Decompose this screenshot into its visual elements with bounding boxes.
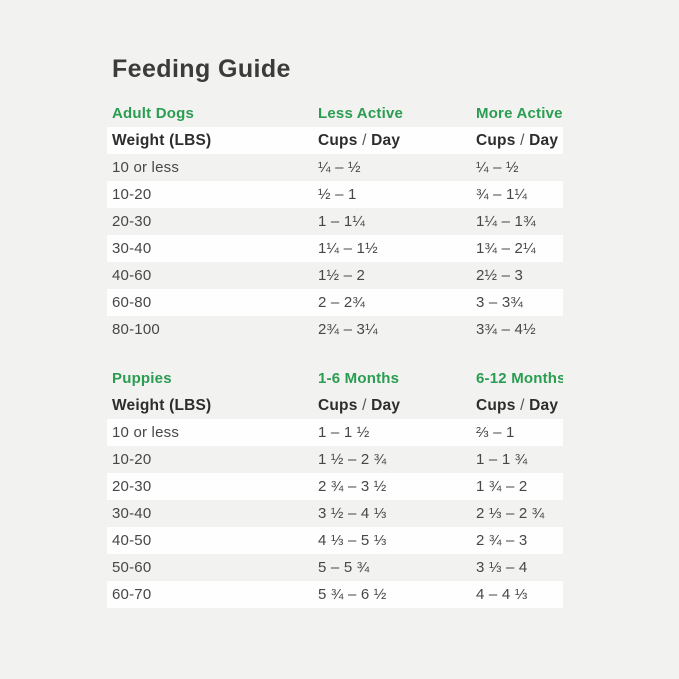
less-active-value: ¼ – ½	[318, 159, 361, 176]
more-active-value: ¼ – ½	[476, 159, 519, 176]
months-1-6-value: 1 ½ – 2 ¾	[318, 451, 387, 468]
table-row: 10 or less ¼ – ½ ¼ – ½	[107, 154, 563, 181]
cups-label: Cups	[318, 131, 358, 149]
header-cups-day-1-6: Cups / Day	[318, 397, 476, 415]
section-label-adult-dogs: Adult Dogs	[112, 105, 194, 122]
months-6-12-value: 1 – 1 ¾	[476, 451, 528, 468]
weight-value: 10 or less	[112, 159, 180, 176]
weight-value: 60-70	[112, 586, 152, 603]
feeding-guide-panel: Feeding Guide Adult Dogs Less Active Mor…	[107, 52, 563, 608]
column-label-6-12-months: 6-12 Months	[476, 370, 563, 387]
more-active-value: 1¼ – 1¾	[476, 213, 536, 230]
table-row: 30-40 3 ½ – 4 ⅓ 2 ⅓ – 2 ¾	[107, 500, 563, 527]
table-row: 20-30 2 ¾ – 3 ½ 1 ¾ – 2	[107, 473, 563, 500]
adult-dogs-section: Adult Dogs Less Active More Active Weigh…	[107, 100, 563, 343]
table-row: 30-40 1¼ – 1½ 1¾ – 2¼	[107, 235, 563, 262]
column-label-1-6-months: 1-6 Months	[318, 370, 400, 387]
weight-value: 10 or less	[112, 424, 180, 441]
months-1-6-value: 1 – 1 ½	[318, 424, 370, 441]
months-1-6-value: 5 ¾ – 6 ½	[318, 586, 387, 603]
months-6-12-value: 4 – 4 ⅓	[476, 586, 528, 603]
day-label: Day	[529, 396, 559, 414]
months-6-12-value: 3 ⅓ – 4	[476, 559, 528, 576]
more-active-value: 3 – 3¾	[476, 294, 524, 311]
slash-separator: /	[520, 396, 525, 414]
table-row: 50-60 5 – 5 ¾ 3 ⅓ – 4	[107, 554, 563, 581]
cups-label: Cups	[476, 131, 516, 149]
weight-value: 30-40	[112, 240, 152, 257]
more-active-value: ¾ – 1¼	[476, 186, 528, 203]
cups-label: Cups	[318, 396, 358, 414]
less-active-value: 2¾ – 3¼	[318, 321, 378, 338]
more-active-value: 2½ – 3	[476, 267, 524, 284]
slash-separator: /	[362, 131, 367, 149]
day-label: Day	[529, 131, 559, 149]
weight-value: 60-80	[112, 294, 152, 311]
table-row: 40-60 1½ – 2 2½ – 3	[107, 262, 563, 289]
weight-value: 50-60	[112, 559, 152, 576]
table-row: 10-20 1 ½ – 2 ¾ 1 – 1 ¾	[107, 446, 563, 473]
header-cups-day-less: Cups / Day	[318, 132, 476, 150]
months-1-6-value: 2 ¾ – 3 ½	[318, 478, 387, 495]
months-1-6-value: 4 ⅓ – 5 ⅓	[318, 532, 387, 549]
more-active-value: 1¾ – 2¼	[476, 240, 536, 257]
table-header-row: Weight (LBS) Cups / Day Cups / Day	[107, 127, 563, 154]
weight-value: 20-30	[112, 213, 152, 230]
page-title: Feeding Guide	[112, 55, 291, 83]
day-label: Day	[371, 131, 401, 149]
less-active-value: 1½ – 2	[318, 267, 366, 284]
header-cups-day-more: Cups / Day	[476, 132, 563, 150]
puppies-table: Weight (LBS) Cups / Day Cups / Day 10 or…	[107, 392, 563, 608]
header-weight: Weight (LBS)	[112, 396, 212, 414]
header-weight: Weight (LBS)	[112, 131, 212, 149]
months-1-6-value: 5 – 5 ¾	[318, 559, 370, 576]
less-active-value: 1¼ – 1½	[318, 240, 378, 257]
column-label-less-active: Less Active	[318, 105, 404, 122]
weight-value: 10-20	[112, 451, 152, 468]
weight-value: 80-100	[112, 321, 160, 338]
months-1-6-value: 3 ½ – 4 ⅓	[318, 505, 387, 522]
puppies-section: Puppies 1-6 Months 6-12 Months Weight (L…	[107, 365, 563, 608]
less-active-value: ½ – 1	[318, 186, 357, 203]
table-row: 10-20 ½ – 1 ¾ – 1¼	[107, 181, 563, 208]
table-row: 20-30 1 – 1¼ 1¼ – 1¾	[107, 208, 563, 235]
table-row: 10 or less 1 – 1 ½ ⅔ – 1	[107, 419, 563, 446]
weight-value: 20-30	[112, 478, 152, 495]
months-6-12-value: ⅔ – 1	[476, 424, 515, 441]
adult-dogs-table: Weight (LBS) Cups / Day Cups / Day 10 or…	[107, 127, 563, 343]
cups-label: Cups	[476, 396, 516, 414]
table-row: 40-50 4 ⅓ – 5 ⅓ 2 ¾ – 3	[107, 527, 563, 554]
adult-section-header: Adult Dogs Less Active More Active	[107, 100, 563, 127]
table-row: 60-80 2 – 2¾ 3 – 3¾	[107, 289, 563, 316]
table-row: 80-100 2¾ – 3¼ 3¾ – 4½	[107, 316, 563, 343]
months-6-12-value: 1 ¾ – 2	[476, 478, 528, 495]
puppies-section-header: Puppies 1-6 Months 6-12 Months	[107, 365, 563, 392]
slash-separator: /	[362, 396, 367, 414]
table-row: 60-70 5 ¾ – 6 ½ 4 – 4 ⅓	[107, 581, 563, 608]
months-6-12-value: 2 ⅓ – 2 ¾	[476, 505, 545, 522]
less-active-value: 2 – 2¾	[318, 294, 366, 311]
day-label: Day	[371, 396, 401, 414]
section-label-puppies: Puppies	[112, 370, 172, 387]
column-label-more-active: More Active	[476, 105, 563, 122]
header-cups-day-6-12: Cups / Day	[476, 397, 563, 415]
weight-value: 10-20	[112, 186, 152, 203]
weight-value: 40-60	[112, 267, 152, 284]
less-active-value: 1 – 1¼	[318, 213, 366, 230]
slash-separator: /	[520, 131, 525, 149]
table-header-row: Weight (LBS) Cups / Day Cups / Day	[107, 392, 563, 419]
more-active-value: 3¾ – 4½	[476, 321, 536, 338]
months-6-12-value: 2 ¾ – 3	[476, 532, 528, 549]
weight-value: 30-40	[112, 505, 152, 522]
weight-value: 40-50	[112, 532, 152, 549]
